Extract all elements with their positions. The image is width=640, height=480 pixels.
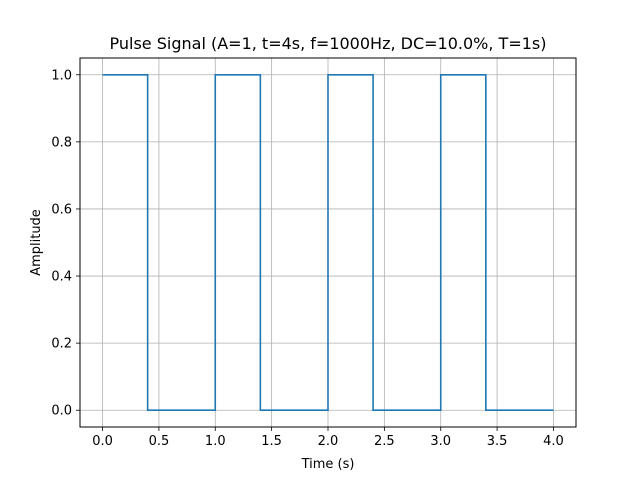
x-tick-label: 3.5 <box>487 434 508 449</box>
y-tick-label: 0.2 <box>51 337 72 352</box>
pulse-signal-line <box>102 73 554 412</box>
y-tick-label: 1.0 <box>51 68 72 83</box>
x-tick-label: 1.0 <box>205 434 226 449</box>
x-axis-label: Time (s) <box>301 457 355 472</box>
y-axis-label: Amplitude <box>29 209 44 276</box>
x-tick-label: 2.5 <box>374 434 395 449</box>
y-tick-label: 0.4 <box>51 270 72 285</box>
chart-title: Pulse Signal (A=1, t=4s, f=1000Hz, DC=10… <box>110 34 547 53</box>
x-tick-label: 4.0 <box>543 434 564 449</box>
tick-layer: 0.0 0.5 1.0 1.5 2.0 2.5 3.0 3.5 4.0 0.0 0.2 0.4 0.6 0… <box>51 68 563 449</box>
x-tick-label: 3.0 <box>430 434 451 449</box>
x-tick-label: 0.0 <box>92 434 113 449</box>
y-tick-label: 0.8 <box>51 135 72 150</box>
x-tick-label: 1.5 <box>261 434 282 449</box>
series-layer <box>102 73 554 412</box>
x-tick-label: 0.5 <box>149 434 170 449</box>
x-tick-label: 2.0 <box>318 434 339 449</box>
y-tick-label: 0.6 <box>51 202 72 217</box>
y-tick-label: 0.0 <box>51 404 72 419</box>
